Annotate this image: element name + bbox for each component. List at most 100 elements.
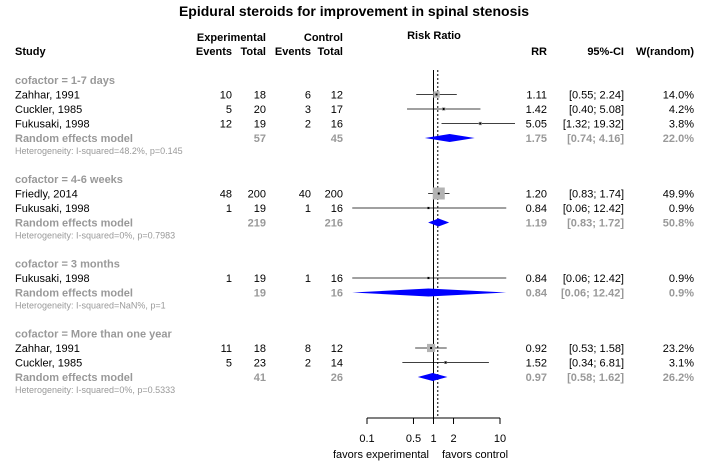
x-tick-label: 10 — [494, 433, 506, 445]
point-estimate — [442, 108, 445, 110]
rr-value: 0.92 — [526, 343, 547, 355]
study-name: Zahhar, 1991 — [15, 343, 80, 355]
ctl-total: 12 — [331, 343, 343, 355]
ci-value: [0.06; 12.42] — [563, 203, 624, 215]
summary-ci: [0.06; 12.42] — [561, 288, 624, 300]
ci-value: [0.34; 6.81] — [569, 358, 624, 370]
exp-total: 19 — [254, 119, 266, 131]
summary-label: Random effects model — [15, 372, 133, 384]
point-estimate — [437, 192, 440, 195]
ctl-total: 16 — [331, 273, 343, 285]
summary-label: Random effects model — [15, 288, 133, 300]
study-name: Fukusaki, 1998 — [15, 203, 90, 215]
ci-value: [1.32; 19.32] — [563, 119, 624, 131]
heterogeneity-text: Heterogeneity: I-squared=0%, p=0.5333 — [15, 385, 175, 395]
summary-diamond — [428, 218, 450, 227]
weight-value: 0.9% — [669, 273, 694, 285]
ci-value: [0.83; 1.74] — [569, 189, 624, 201]
summary-rr: 1.19 — [526, 218, 547, 230]
summary-ctl-total: 26 — [331, 372, 343, 384]
summary-rr: 0.97 — [526, 372, 547, 384]
heterogeneity-text: Heterogeneity: I-squared=0%, p=0.7983 — [15, 231, 175, 241]
rr-value: 0.84 — [526, 273, 547, 285]
group-label: cofactor = 1-7 days — [15, 75, 115, 87]
header-study: Study — [15, 46, 46, 58]
summary-weight: 26.2% — [663, 372, 694, 384]
group-label: cofactor = 3 months — [15, 259, 120, 271]
exp-events: 5 — [226, 358, 232, 370]
header-total-experimental: Total — [241, 46, 266, 58]
weight-value: 3.1% — [669, 358, 694, 370]
header-control: Control — [304, 32, 343, 44]
rr-value: 5.05 — [526, 119, 547, 131]
exp-events: 12 — [220, 119, 232, 131]
ci-value: [0.40; 5.08] — [569, 104, 624, 116]
rr-value: 1.20 — [526, 189, 547, 201]
ctl-events: 2 — [305, 358, 311, 370]
point-estimate — [435, 93, 438, 96]
summary-diamond — [424, 134, 475, 142]
ctl-total: 16 — [331, 119, 343, 131]
axis-label-right: favors control — [442, 449, 508, 461]
group-label: cofactor = More than one year — [15, 329, 173, 341]
weight-value: 0.9% — [669, 203, 694, 215]
summary-ci: [0.74; 4.16] — [567, 133, 624, 145]
summary-ctl-total: 16 — [331, 288, 343, 300]
study-name: Fukusaki, 1998 — [15, 273, 90, 285]
ctl-events: 6 — [305, 90, 311, 102]
heterogeneity-text: Heterogeneity: I-squared=NaN%, p=1 — [15, 301, 166, 311]
header-total-control: Total — [318, 46, 343, 58]
exp-events: 1 — [226, 203, 232, 215]
heterogeneity-text: Heterogeneity: I-squared=48.2%, p=0.145 — [15, 146, 183, 156]
study-name: Fukusaki, 1998 — [15, 119, 90, 131]
header-rr: RR — [531, 46, 547, 58]
ctl-total: 14 — [331, 358, 343, 370]
weight-value: 23.2% — [663, 343, 694, 355]
study-name: Zahhar, 1991 — [15, 90, 80, 102]
group-label: cofactor = 4-6 weeks — [15, 174, 123, 186]
ctl-events: 40 — [299, 189, 311, 201]
summary-rr: 0.84 — [526, 288, 548, 300]
study-name: Cuckler, 1985 — [15, 104, 82, 116]
header-risk-ratio: Risk Ratio — [407, 30, 461, 42]
header-events-control: Events — [275, 46, 311, 58]
exp-events: 1 — [226, 273, 232, 285]
study-name: Cuckler, 1985 — [15, 358, 82, 370]
summary-exp-total: 41 — [254, 372, 266, 384]
exp-events: 10 — [220, 90, 232, 102]
summary-diamond — [352, 288, 507, 297]
header-weight: W(random) — [636, 46, 694, 58]
ctl-events: 1 — [305, 273, 311, 285]
x-tick-label: 1 — [430, 433, 436, 445]
rr-value: 0.84 — [526, 203, 547, 215]
rr-value: 1.52 — [526, 358, 547, 370]
summary-ci: [0.58; 1.62] — [567, 372, 624, 384]
summary-ctl-total: 216 — [325, 218, 343, 230]
summary-label: Random effects model — [15, 133, 133, 145]
point-estimate — [427, 277, 430, 279]
ctl-total: 200 — [325, 189, 343, 201]
summary-rr: 1.75 — [526, 133, 547, 145]
ctl-total: 17 — [331, 104, 343, 116]
summary-ctl-total: 45 — [331, 133, 343, 145]
exp-events: 5 — [226, 104, 232, 116]
weight-value: 3.8% — [669, 119, 694, 131]
summary-exp-total: 19 — [254, 288, 266, 300]
ctl-events: 3 — [305, 104, 311, 116]
header-events-experimental: Events — [196, 46, 232, 58]
rr-value: 1.42 — [526, 104, 547, 116]
header-ci: 95%-CI — [587, 46, 624, 58]
x-tick-label: 2 — [450, 433, 456, 445]
chart-title: Epidural steroids for improvement in spi… — [179, 3, 529, 19]
exp-events: 11 — [221, 343, 232, 355]
ci-value: [0.53; 1.58] — [569, 343, 624, 355]
point-estimate — [430, 347, 433, 349]
weight-value: 14.0% — [663, 90, 694, 102]
ctl-events: 8 — [305, 343, 311, 355]
summary-label: Random effects model — [15, 218, 133, 230]
point-estimate — [427, 207, 430, 209]
exp-total: 23 — [254, 358, 266, 370]
x-tick-label: 0.5 — [406, 433, 421, 445]
